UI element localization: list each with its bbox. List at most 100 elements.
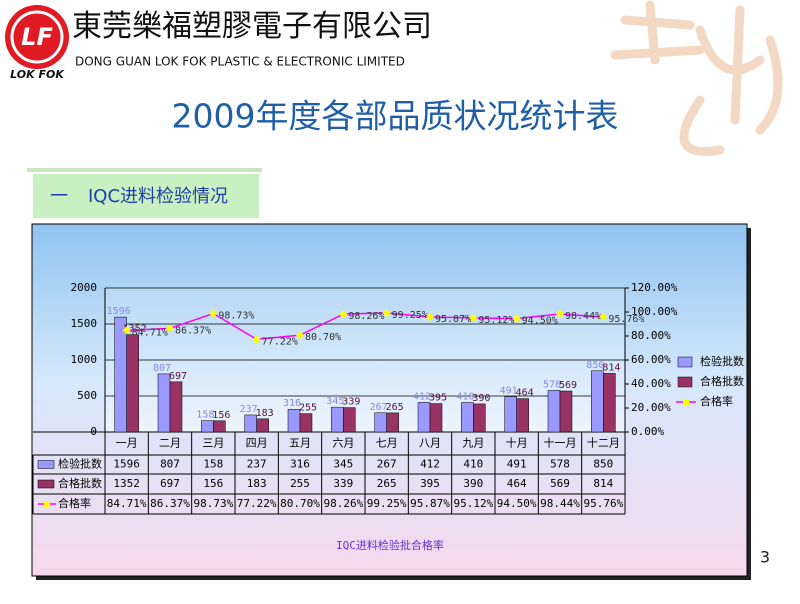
bar xyxy=(213,420,226,433)
x-tick-label: 十一月 xyxy=(544,436,577,450)
logo-mark: LF xyxy=(21,23,53,51)
data-label: 267 xyxy=(370,402,388,413)
logo-caption: LOK FOK xyxy=(10,68,65,81)
decoration xyxy=(610,0,783,156)
table-cell: 237 xyxy=(247,458,267,471)
table-cell: 86.37% xyxy=(150,497,190,510)
data-label: 578 xyxy=(543,379,561,390)
data-label: 255 xyxy=(299,403,317,414)
data-label: 86.37% xyxy=(175,325,211,336)
rate-marker xyxy=(122,326,131,335)
x-tick-label: 一月 xyxy=(116,437,138,450)
table-cell: 850 xyxy=(593,458,613,471)
table-cell: 265 xyxy=(377,477,397,490)
table-cell: 98.44% xyxy=(540,497,580,510)
data-label: 345 xyxy=(326,396,344,407)
data-label: 95.12% xyxy=(478,315,514,326)
table-cell: 98.73% xyxy=(193,497,233,510)
bar xyxy=(504,396,517,433)
table-cell: 267 xyxy=(377,458,397,471)
x-tick-label: 十二月 xyxy=(587,436,620,450)
data-label: 814 xyxy=(602,362,620,373)
table-cell: 99.25% xyxy=(367,497,407,510)
bar xyxy=(299,413,313,433)
table-cell: 412 xyxy=(420,458,440,471)
bar xyxy=(126,334,139,433)
bar xyxy=(343,407,356,433)
logo-ring xyxy=(10,10,64,64)
bar xyxy=(331,406,344,433)
table-cell: 390 xyxy=(463,477,483,490)
y2-tick-label: 100.00% xyxy=(631,305,678,318)
table-row-header: 合格批数 xyxy=(58,476,102,490)
bar xyxy=(547,390,561,433)
data-label: 850 xyxy=(586,360,604,371)
rate-marker xyxy=(166,324,174,333)
table-cell: 814 xyxy=(593,477,613,490)
y2-tick-label: 120.00% xyxy=(631,281,678,294)
table-cell: 464 xyxy=(507,477,527,490)
table-key xyxy=(44,501,50,507)
bar xyxy=(603,373,616,433)
table-key xyxy=(37,460,55,469)
section-number: 一 xyxy=(50,186,68,207)
data-label: 156 xyxy=(212,410,230,421)
rate-marker xyxy=(556,309,564,318)
data-label: 84.71% xyxy=(132,327,168,338)
data-label: 98.26% xyxy=(348,311,384,322)
rate-marker xyxy=(209,309,218,318)
table-row-header: 检验批数 xyxy=(58,457,102,471)
y-tick-label: 2000 xyxy=(71,281,98,294)
page-number: 3 xyxy=(760,548,770,567)
data-label: 77.22% xyxy=(262,336,298,347)
bar xyxy=(591,370,604,433)
legend-label: 合格率 xyxy=(700,394,733,408)
y-tick-label: 1500 xyxy=(71,317,98,330)
data-label: 265 xyxy=(386,402,404,413)
x-tick-label: 二月 xyxy=(159,437,181,450)
table-key xyxy=(37,479,55,489)
y-tick-label: 500 xyxy=(77,389,97,402)
legend-key xyxy=(683,399,689,405)
table-cell: 77.22% xyxy=(237,497,277,510)
bar xyxy=(256,418,269,433)
data-label: 316 xyxy=(283,398,301,409)
table-cell: 95.12% xyxy=(453,497,493,510)
x-tick-label: 九月 xyxy=(462,437,484,450)
table-cell: 95.87% xyxy=(410,497,450,510)
data-label: 464 xyxy=(516,388,534,399)
rate-marker xyxy=(512,314,521,323)
bar xyxy=(461,402,474,433)
bar xyxy=(201,420,214,433)
y2-tick-label: 0.00% xyxy=(631,425,664,438)
data-label: 807 xyxy=(153,363,171,374)
legend-key xyxy=(677,376,693,388)
table-cell: 569 xyxy=(550,477,570,490)
data-label: 412 xyxy=(413,391,431,402)
x-tick-label: 七月 xyxy=(376,437,398,450)
table-cell: 255 xyxy=(290,477,310,490)
data-label: 339 xyxy=(342,397,360,408)
rate-marker xyxy=(382,308,391,317)
table-cell: 80.70% xyxy=(280,497,320,510)
table-cell: 578 xyxy=(550,458,570,471)
data-label: 183 xyxy=(256,408,274,419)
rate-marker xyxy=(296,331,304,340)
data-label: 569 xyxy=(559,380,577,391)
table-cell: 697 xyxy=(160,477,180,490)
table-cell: 1596 xyxy=(113,458,140,471)
data-label: 1352 xyxy=(123,324,147,335)
bar xyxy=(417,402,431,433)
table-cell: 1352 xyxy=(113,477,140,490)
data-label: 99.25% xyxy=(392,310,428,321)
table-cell: 345 xyxy=(333,458,353,471)
data-label: 98.73% xyxy=(218,311,254,322)
data-label: 390 xyxy=(472,393,490,404)
legend-label: 检验批数 xyxy=(700,354,744,368)
table-row-header: 合格率 xyxy=(58,496,91,510)
x-tick-label: 四月 xyxy=(246,437,268,450)
bar xyxy=(157,373,171,433)
table-cell: 95.76% xyxy=(583,497,623,510)
data-label: 410 xyxy=(456,391,474,402)
